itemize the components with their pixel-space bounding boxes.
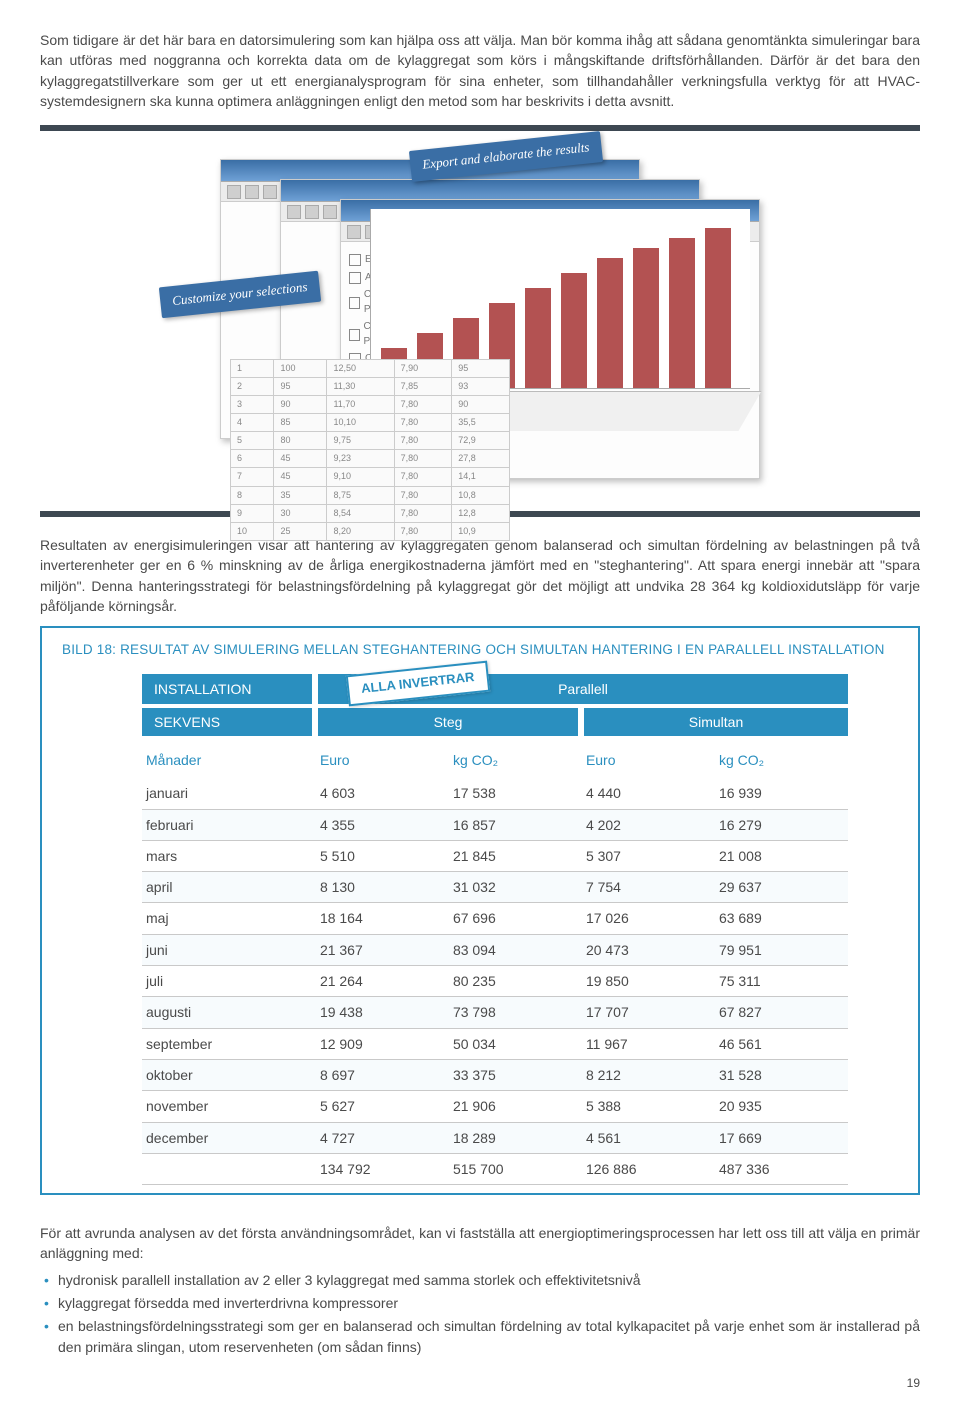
page-number: 19	[40, 1375, 920, 1392]
header-steg: Steg	[318, 708, 578, 736]
intro-paragraph-1: Som tidigare är det här bara en datorsim…	[40, 30, 920, 111]
table-row: januari4 60317 5384 44016 939	[142, 778, 848, 809]
simulation-data-table: Månader Euro kg CO₂ Euro kg CO₂ januari4…	[142, 744, 848, 1185]
bullet-list: hydronisk parallell installation av 2 el…	[40, 1270, 920, 1357]
divider-top	[40, 125, 920, 131]
chart-bar	[561, 273, 587, 388]
chart-bar	[705, 228, 731, 388]
screenshot-data-table: 110012,507,909529511,307,859339011,707,8…	[230, 359, 510, 540]
bottom-intro: För att avrunda analysen av det första a…	[40, 1223, 920, 1264]
bottom-section: För att avrunda analysen av det första a…	[40, 1223, 920, 1357]
table-row: februari4 35516 8574 20216 279	[142, 809, 848, 840]
table-row: oktober8 69733 3758 21231 528	[142, 1059, 848, 1090]
col-co2-2: kg CO₂	[715, 744, 848, 778]
table-row: december4 72718 2894 56117 669	[142, 1122, 848, 1153]
table-row: maj18 16467 69617 02663 689	[142, 903, 848, 934]
table-row: juni21 36783 09420 47379 951	[142, 934, 848, 965]
header-sekvens: SEKVENS	[142, 708, 312, 736]
table-row: augusti19 43873 79817 70767 827	[142, 997, 848, 1028]
header-installation: INSTALLATION	[142, 674, 312, 704]
table-row: april8 13031 0327 75429 637	[142, 872, 848, 903]
results-paragraph: Resultaten av energisimuleringen visar a…	[40, 535, 920, 616]
figure-area: Eurovent ESEERARI IPLVConstant Ambient 4…	[40, 149, 920, 497]
chart-bar	[597, 258, 623, 388]
bullet-item: kylaggregat försedda med inverterdrivna …	[44, 1293, 920, 1313]
table-title: BILD 18: RESULTAT AV SIMULERING MELLAN S…	[62, 640, 898, 660]
chart-bar	[669, 238, 695, 388]
chart-bar	[525, 288, 551, 388]
table-row: november5 62721 9065 38820 935	[142, 1091, 848, 1122]
simulation-table-box: BILD 18: RESULTAT AV SIMULERING MELLAN S…	[40, 626, 920, 1195]
col-euro-1: Euro	[316, 744, 449, 778]
table-totals: 134 792515 700126 886487 336	[142, 1153, 848, 1184]
col-euro-2: Euro	[582, 744, 715, 778]
table-row: september12 90950 03411 96746 561	[142, 1028, 848, 1059]
bullet-item: hydronisk parallell installation av 2 el…	[44, 1270, 920, 1290]
col-month: Månader	[142, 744, 316, 778]
bullet-item: en belastningsfördelningsstrategi som ge…	[44, 1316, 920, 1357]
table-row: juli21 26480 23519 85075 311	[142, 966, 848, 997]
col-co2-1: kg CO₂	[449, 744, 582, 778]
table-row: mars5 51021 8455 30721 008	[142, 840, 848, 871]
header-simultan: Simultan	[584, 708, 848, 736]
chart-bar	[633, 248, 659, 388]
